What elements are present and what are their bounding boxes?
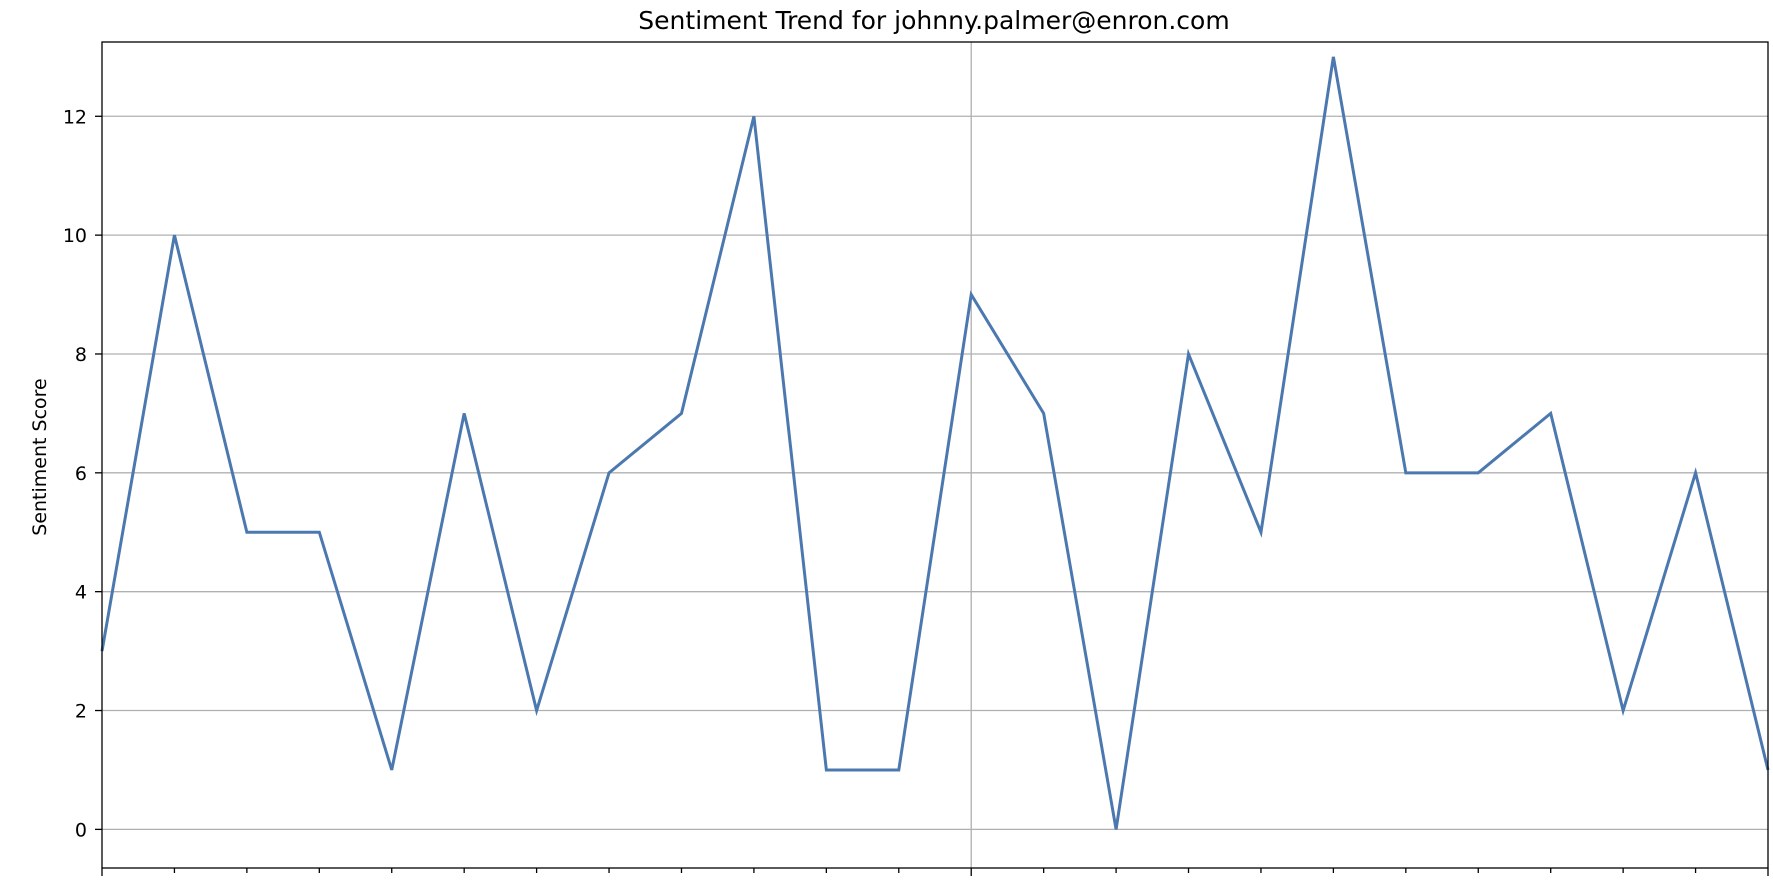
y-tick-label: 4 [75, 582, 87, 604]
y-tick-label: 12 [63, 106, 87, 128]
series-layer [100, 56, 1770, 830]
y-tick-label: 8 [75, 344, 87, 366]
axes-frame [101, 41, 1769, 869]
series-line [100, 56, 1770, 830]
y-tick-label: 0 [75, 819, 87, 841]
grid [102, 42, 1768, 868]
y-axis-label: Sentiment Score [29, 378, 51, 535]
y-tick-label: 6 [75, 463, 87, 485]
chart-title: Sentiment Trend for johnny.palmer@enron.… [638, 6, 1229, 35]
y-tick-label: 10 [63, 225, 87, 247]
tick-layer: 0 2 4 6 8 10 12 [63, 106, 1769, 876]
y-tick-label: 2 [75, 701, 87, 723]
